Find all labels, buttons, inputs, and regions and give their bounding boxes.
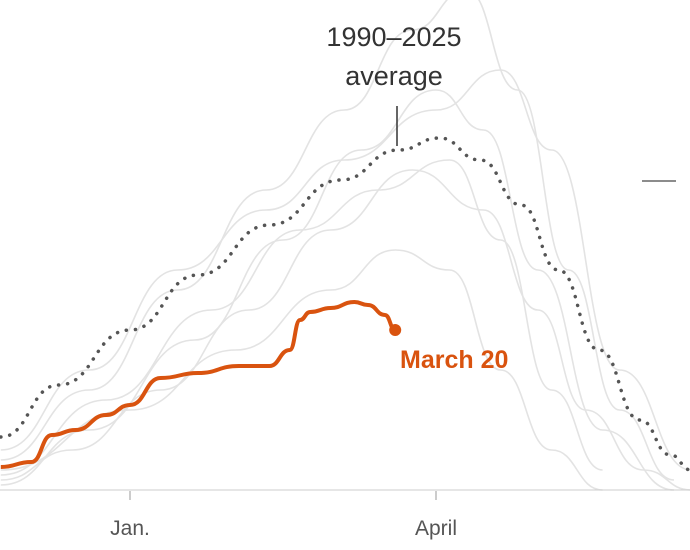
average-label-line1: 1990–2025 bbox=[326, 22, 461, 52]
past-year-line bbox=[0, 89, 675, 491]
current-season-line bbox=[0, 300, 396, 469]
average-line-group bbox=[0, 136, 690, 472]
average-line bbox=[0, 136, 690, 472]
current-endpoint-marker bbox=[389, 324, 402, 336]
past-year-line bbox=[0, 69, 690, 471]
past-years-lines bbox=[0, 0, 690, 491]
past-year-line bbox=[0, 169, 690, 491]
average-label-line2: average bbox=[345, 61, 443, 91]
past-year-line bbox=[0, 159, 603, 476]
current-line-group bbox=[0, 300, 402, 469]
x-tick-label-jan: Jan. bbox=[110, 517, 150, 540]
current-date-label: March 20 bbox=[400, 346, 508, 374]
past-year-line bbox=[0, 0, 675, 481]
x-tick-label-april: April bbox=[415, 517, 457, 540]
past-year-line bbox=[0, 249, 603, 491]
